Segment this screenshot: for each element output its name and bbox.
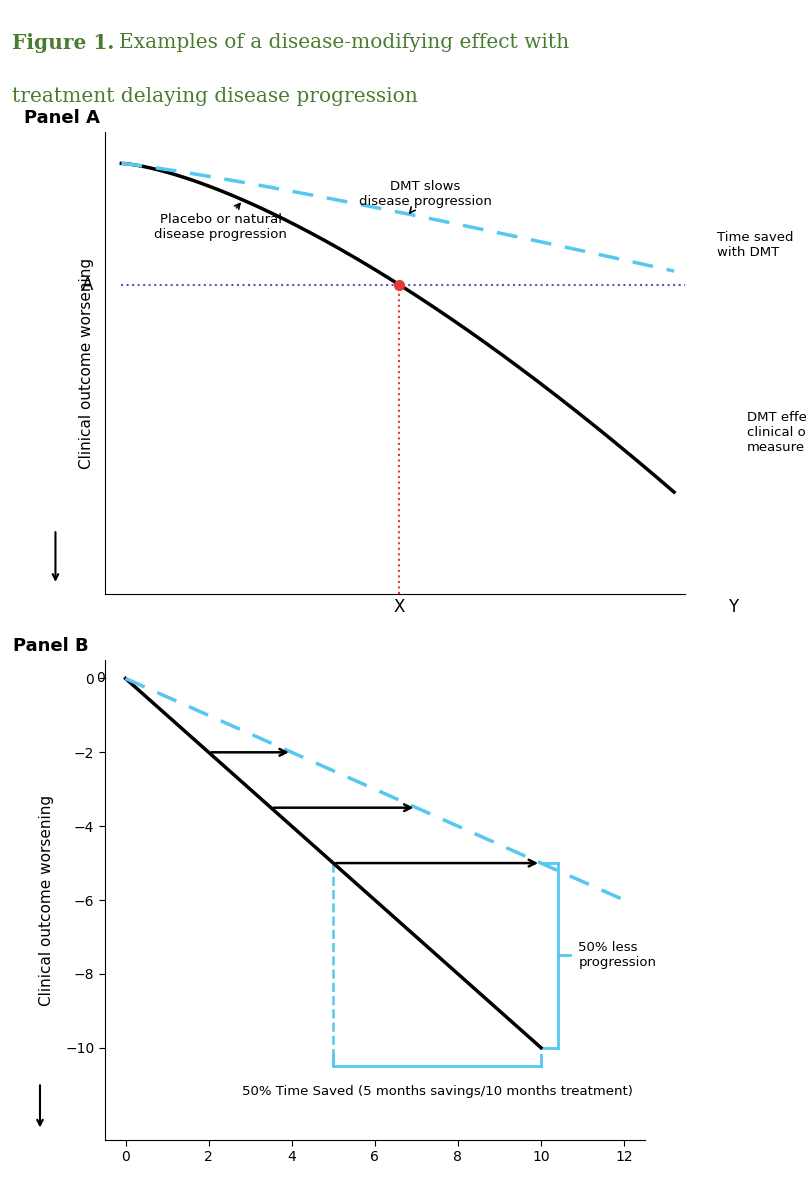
- Text: 0: 0: [96, 672, 105, 685]
- Text: Panel A: Panel A: [23, 109, 99, 127]
- Text: treatment delaying disease progression: treatment delaying disease progression: [12, 86, 418, 106]
- Text: Examples of a disease-modifying effect with: Examples of a disease-modifying effect w…: [119, 32, 569, 52]
- Text: Y: Y: [729, 599, 738, 617]
- Y-axis label: Clinical outcome worsening: Clinical outcome worsening: [39, 794, 54, 1006]
- Text: Placebo or natural
disease progression: Placebo or natural disease progression: [155, 204, 287, 241]
- Text: 50% less
progression: 50% less progression: [579, 941, 656, 970]
- Text: Time saved
with DMT: Time saved with DMT: [717, 232, 793, 259]
- Text: Figure 1.: Figure 1.: [12, 32, 114, 53]
- Text: DMT slows
disease progression: DMT slows disease progression: [359, 180, 492, 212]
- Text: Panel B: Panel B: [13, 637, 89, 655]
- Text: X: X: [393, 599, 405, 617]
- Text: A: A: [81, 276, 93, 294]
- Text: 50% Time Saved (5 months savings/10 months treatment): 50% Time Saved (5 months savings/10 mont…: [242, 1085, 633, 1098]
- Y-axis label: Clinical outcome worsening: Clinical outcome worsening: [79, 258, 93, 468]
- Text: DMT effect on
clinical outcome
measure: DMT effect on clinical outcome measure: [747, 410, 806, 454]
